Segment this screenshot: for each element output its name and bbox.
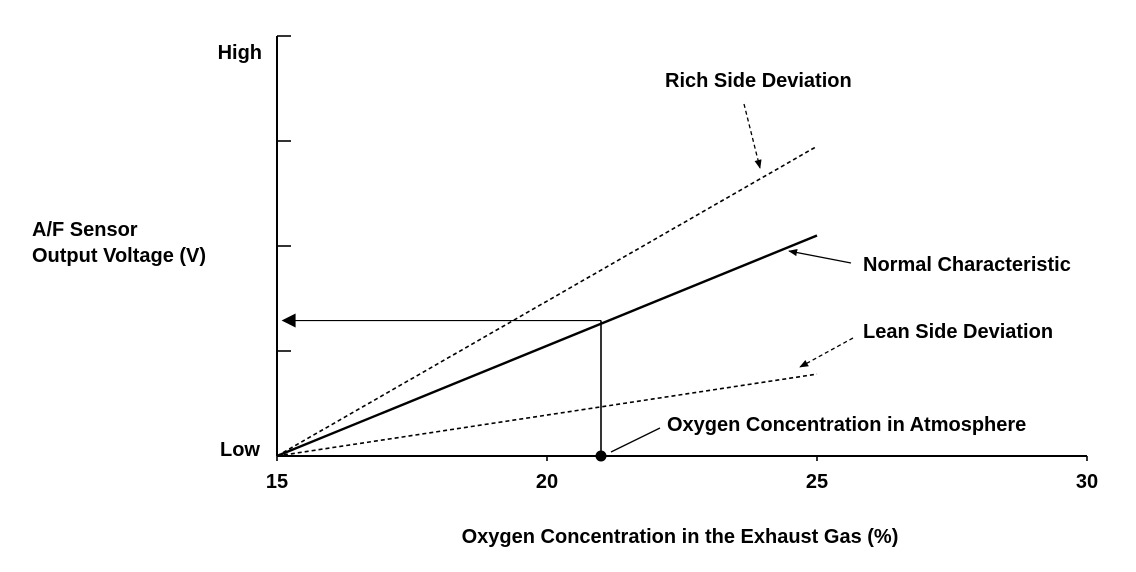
y-tick-label-low: Low bbox=[220, 439, 260, 461]
annotation-lean-side-deviation: Lean Side Deviation bbox=[863, 321, 1053, 343]
y-axis-title-line2: Output Voltage (V) bbox=[32, 245, 206, 267]
series-line-lean-side-deviation bbox=[276, 373, 818, 457]
x-tick-label-15: 15 bbox=[266, 471, 288, 493]
x-tick-label-30: 30 bbox=[1076, 471, 1098, 493]
annotation-rich-side-deviation: Rich Side Deviation bbox=[665, 70, 852, 92]
x-axis-title: Oxygen Concentration in the Exhaust Gas … bbox=[462, 526, 899, 548]
y-ticks bbox=[277, 35, 291, 457]
y-tick-label-high: High bbox=[218, 42, 262, 64]
y-axis-title-line1: A/F Sensor bbox=[32, 219, 138, 241]
x-tick-label-20: 20 bbox=[536, 471, 558, 493]
lean-annotation-arrow bbox=[799, 337, 854, 368]
normal-annotation-arrow bbox=[788, 249, 852, 264]
series-line-normal-characteristic bbox=[276, 234, 818, 458]
annotation-oxygen-concentration-atmosphere: Oxygen Concentration in Atmosphere bbox=[667, 414, 1026, 436]
atmosphere-annotation-line bbox=[610, 427, 661, 453]
x-tick-labels: 15 20 25 30 bbox=[266, 471, 1098, 493]
rich-annotation-arrow bbox=[743, 103, 762, 169]
series-line-rich-side-deviation bbox=[276, 145, 818, 457]
annotation-normal-characteristic: Normal Characteristic bbox=[863, 254, 1071, 276]
oxygen-atmosphere-marker bbox=[595, 450, 607, 462]
x-tick-label-25: 25 bbox=[806, 471, 828, 493]
x-ticks bbox=[276, 456, 1088, 461]
